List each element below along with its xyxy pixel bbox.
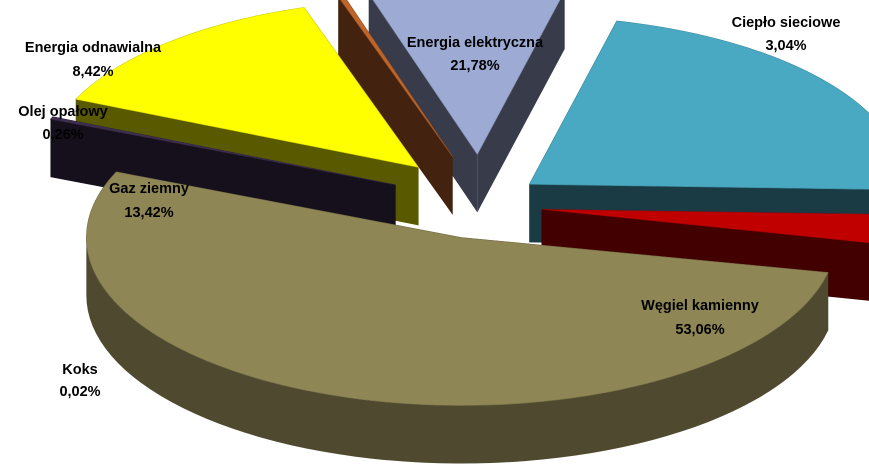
slice-top: [541, 209, 869, 244]
pie-slice-0: [86, 171, 829, 464]
slice-value-wegiel-kamienny: 53,06%: [675, 322, 724, 338]
slice-top: [49, 116, 396, 186]
slice-top: [372, 0, 561, 156]
slice-wall: [344, 0, 453, 215]
slice-value-gaz-ziemny: 13,42%: [124, 205, 173, 221]
slice-value-olej-opalowy: 0,26%: [42, 127, 83, 143]
slice-top: [86, 171, 829, 406]
pie-slice-3: [338, 0, 453, 215]
slice-label-cieplo-sieciowe: Ciepło sieciowe: [732, 15, 841, 31]
slice-value-energia-elektryczna: 21,78%: [450, 58, 499, 74]
slice-value-cieplo-sieciowe: 3,04%: [765, 38, 806, 54]
slice-label-energia-odnawialna: Energia odnawialna: [25, 40, 162, 56]
slice-wall: [477, 0, 565, 213]
slice-label-olej-opalowy: Olej opałowy: [18, 104, 107, 120]
slice-top: [528, 20, 869, 190]
slice-rim: [86, 237, 829, 464]
pie-slices: [49, 0, 869, 464]
slice-label-energia-elektryczna: Energia elektryczna: [407, 35, 544, 51]
slice-top: [75, 7, 420, 168]
slice-label-wegiel-kamienny: Węgiel kamienny: [641, 298, 759, 314]
pie-labels: Energia elektryczna 21,78% Ciepło siecio…: [18, 15, 840, 400]
slice-value-koks: 0,02%: [59, 384, 100, 400]
slice-label-gaz-ziemny: Gaz ziemny: [109, 181, 189, 197]
slice-label-koks: Koks: [62, 362, 97, 378]
slice-value-energia-odnawialna: 8,42%: [72, 64, 113, 80]
